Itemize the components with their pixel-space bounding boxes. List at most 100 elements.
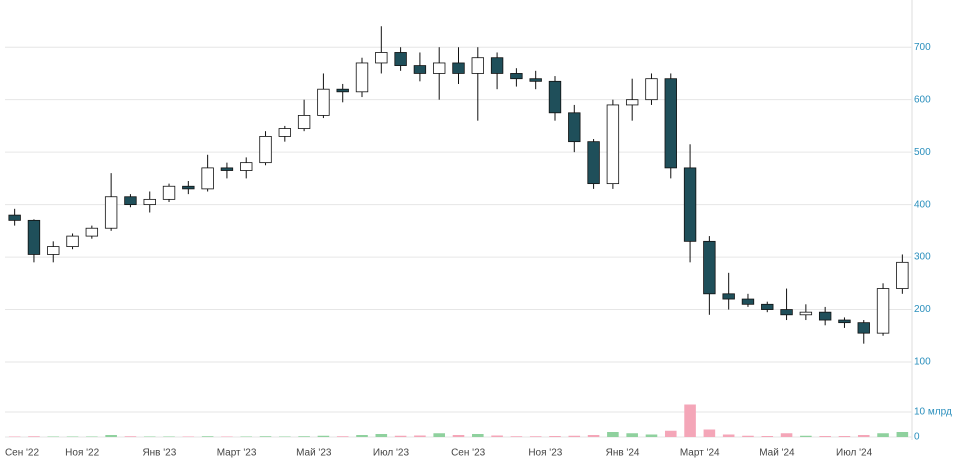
- candle-body: [433, 62, 446, 74]
- volume-bar: [433, 433, 445, 437]
- volume-bar: [587, 435, 600, 437]
- y-tick-label: 200: [914, 304, 931, 315]
- volume-bar: [819, 436, 831, 437]
- volume-bar: [394, 435, 407, 437]
- candle-body: [780, 309, 793, 316]
- volume-bar: [722, 434, 735, 437]
- candle-body: [336, 88, 349, 93]
- volume-bar: [143, 436, 156, 437]
- volume-bar: [510, 436, 523, 437]
- y-tick-label: 0: [914, 432, 920, 443]
- volume-bar: [568, 435, 581, 437]
- x-tick-label: Ноя '23: [528, 448, 562, 459]
- volume-bar: [645, 434, 658, 437]
- volume-bar: [86, 436, 98, 437]
- candle-body: [896, 261, 909, 289]
- candle-body: [510, 73, 523, 80]
- candle-body: [664, 78, 677, 169]
- volume-bar: [163, 436, 175, 437]
- candle-body: [799, 311, 813, 316]
- x-tick-label: Май '24: [759, 448, 795, 459]
- volume-bar: [607, 432, 619, 437]
- volume-bar: [259, 436, 272, 437]
- y-tick-label: 300: [914, 252, 931, 263]
- candle-body: [471, 57, 484, 74]
- candle-body: [162, 185, 176, 200]
- candle-body: [8, 214, 21, 221]
- x-tick-label: Март '24: [680, 448, 720, 459]
- volume-bar: [857, 435, 870, 437]
- volume-bar: [66, 436, 79, 437]
- candle-body: [66, 235, 79, 247]
- volume-bar: [279, 436, 291, 437]
- candle-body: [683, 167, 697, 242]
- volume-bar: [414, 435, 426, 437]
- volume-bar: [896, 432, 909, 437]
- volume-bar: [529, 436, 542, 437]
- candle-body: [761, 303, 774, 310]
- x-tick-label: Июл '23: [373, 448, 410, 459]
- y-tick-label: 10 млрд: [914, 407, 952, 418]
- candle-body: [297, 115, 311, 129]
- volume-bar: [800, 435, 812, 437]
- volume-bar: [684, 404, 696, 437]
- volume-bar: [182, 436, 195, 437]
- candle-body: [240, 162, 253, 171]
- volume-bar: [298, 436, 310, 437]
- candle-body: [741, 298, 755, 305]
- volume-bar: [317, 435, 330, 437]
- volume-bar: [201, 436, 214, 437]
- volume-bar: [375, 434, 388, 437]
- x-tick-label: Сен '23: [451, 448, 486, 459]
- x-tick-label: Май '23: [296, 448, 332, 459]
- x-tick-label: Янв '23: [142, 448, 176, 459]
- candle-body: [104, 196, 118, 229]
- x-tick-label: Июл '24: [836, 448, 873, 459]
- volume-bar: [761, 436, 774, 437]
- y-tick-label: 700: [914, 42, 931, 53]
- candle-body: [201, 167, 214, 190]
- x-tick-label: Сен '22: [5, 448, 40, 459]
- y-tick-label: 400: [914, 199, 931, 210]
- candle-body: [394, 52, 407, 66]
- candle-body: [452, 62, 465, 74]
- candle-body: [375, 52, 388, 64]
- candle-body: [606, 104, 620, 185]
- volume-bar: [472, 434, 484, 437]
- volume-bar: [491, 435, 503, 437]
- x-tick-label: Март '23: [217, 448, 257, 459]
- candle-body: [703, 240, 716, 295]
- volume-bar: [105, 435, 117, 437]
- candle-body: [182, 185, 195, 190]
- candle-body: [838, 319, 851, 324]
- volume-bar: [8, 436, 21, 437]
- candle-body: [625, 99, 639, 106]
- volume-bar: [221, 436, 233, 437]
- volume-bar: [549, 436, 561, 437]
- candle-body: [413, 65, 427, 74]
- volume-bar: [838, 436, 851, 437]
- volume-bar: [664, 430, 677, 437]
- volume-bar: [336, 436, 349, 437]
- candle-body: [857, 322, 870, 334]
- candle-body: [317, 88, 330, 116]
- volume-bar: [703, 429, 716, 437]
- candle-body: [85, 227, 99, 237]
- volume-bar: [742, 435, 754, 437]
- volume-bar: [626, 433, 638, 437]
- candle-body: [27, 219, 41, 255]
- candle-body: [355, 62, 369, 93]
- candle-body: [876, 288, 890, 334]
- volume-bar: [28, 436, 40, 437]
- candle-body: [645, 78, 658, 101]
- y-tick-label: 100: [914, 357, 931, 368]
- candle-body: [220, 167, 234, 171]
- candle-body: [490, 57, 504, 74]
- volume-bar: [47, 436, 60, 437]
- candle-body: [124, 196, 137, 206]
- volume-bar: [240, 436, 253, 437]
- candle-body: [568, 112, 581, 143]
- candle-body: [278, 128, 292, 137]
- candle-body: [722, 293, 735, 300]
